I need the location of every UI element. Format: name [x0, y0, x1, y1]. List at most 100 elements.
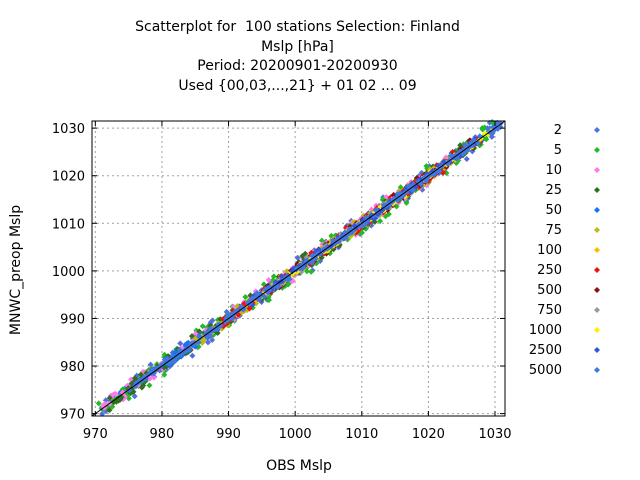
- legend-label: 2500: [529, 343, 562, 358]
- legend-label: 750: [537, 303, 562, 318]
- plot-frame: [91, 120, 506, 417]
- data-point: [161, 371, 168, 378]
- data-point: [222, 319, 229, 326]
- legend-marker: [594, 307, 600, 313]
- title-line-3: Period: 20200901-20200930: [197, 58, 398, 74]
- x-tick-label: 1030: [478, 427, 511, 442]
- data-point: [381, 202, 388, 209]
- data-point: [373, 208, 380, 215]
- legend-label: 50: [545, 203, 562, 218]
- y-tick-label: 990: [60, 312, 85, 327]
- legend-label: 250: [537, 263, 562, 278]
- data-point: [131, 393, 138, 400]
- data-point: [489, 130, 496, 137]
- data-point: [318, 237, 325, 244]
- legend-label: 5000: [529, 363, 562, 378]
- legend-marker: [594, 347, 600, 353]
- legend-marker: [594, 287, 600, 293]
- data-point: [420, 174, 427, 181]
- legend-marker: [594, 127, 600, 133]
- data-point: [314, 250, 321, 257]
- legend-label: 1000: [529, 323, 562, 338]
- x-tick-label: 1010: [345, 427, 378, 442]
- y-tick-label: 1000: [52, 265, 85, 280]
- x-axis-label: OBS Mslp: [266, 458, 332, 474]
- data-point: [189, 352, 196, 359]
- data-point: [95, 400, 102, 407]
- data-point: [173, 353, 180, 360]
- data-point: [106, 407, 113, 414]
- identity-line: [91, 120, 506, 417]
- x-tick-label: 990: [216, 427, 241, 442]
- legend-label: 500: [537, 283, 562, 298]
- data-point: [343, 234, 350, 241]
- data-point: [270, 273, 277, 280]
- data-point: [303, 268, 310, 275]
- legend-label: 5: [554, 143, 562, 158]
- data-point: [423, 163, 430, 170]
- data-point: [449, 153, 456, 160]
- data-point: [308, 268, 315, 275]
- data-point: [289, 268, 296, 275]
- data-point: [358, 229, 365, 236]
- legend-label: 75: [545, 223, 562, 238]
- title-line-1: Scatterplot for 100 stations Selection: …: [135, 19, 460, 35]
- data-point: [377, 218, 384, 225]
- data-point: [403, 199, 410, 206]
- data-point: [146, 382, 153, 389]
- legend-label: 25: [545, 183, 562, 198]
- data-point: [261, 293, 268, 300]
- data-point: [304, 257, 311, 264]
- x-tick-label: 970: [83, 427, 108, 442]
- data-point: [164, 355, 171, 362]
- data-point: [142, 375, 149, 382]
- title-line-4: Used {00,03,...,21} + 01 02 ... 09: [178, 77, 417, 94]
- data-point: [444, 160, 451, 167]
- legend-marker: [594, 147, 600, 153]
- data-point: [379, 207, 386, 214]
- data-point: [196, 328, 203, 335]
- data-point: [124, 382, 131, 389]
- data-point: [246, 305, 253, 312]
- data-point: [294, 254, 301, 261]
- data-point: [483, 136, 490, 143]
- data-point: [359, 222, 366, 229]
- data-point: [408, 186, 415, 193]
- legend-label: 2: [554, 123, 562, 138]
- data-point: [397, 194, 404, 201]
- data-point: [202, 331, 209, 338]
- data-point: [209, 327, 216, 334]
- y-tick-label: 970: [60, 408, 85, 423]
- data-point: [286, 275, 293, 282]
- data-point: [151, 374, 158, 381]
- chart-title: Scatterplot for 100 stations Selection: …: [0, 18, 595, 96]
- x-tick-label: 1000: [279, 427, 312, 442]
- title-line-2: Mslp [hPa]: [261, 38, 334, 55]
- data-point: [157, 362, 164, 369]
- legend-marker: [594, 267, 600, 273]
- x-tick-label: 1020: [412, 427, 445, 442]
- legend-label: 10: [545, 163, 562, 178]
- data-point: [293, 265, 300, 272]
- data-point: [481, 124, 488, 131]
- data-points: [91, 119, 506, 417]
- y-axis-label: MNWC_preop Mslp: [8, 205, 24, 335]
- data-point: [207, 319, 214, 326]
- data-point: [137, 371, 144, 378]
- x-tick-label: 980: [150, 427, 175, 442]
- legend-marker: [594, 207, 600, 213]
- data-point: [176, 346, 183, 353]
- data-point: [436, 168, 443, 175]
- data-point: [470, 137, 477, 144]
- data-point: [383, 194, 390, 201]
- data-point: [356, 222, 363, 229]
- data-point: [308, 257, 315, 264]
- data-point: [106, 394, 113, 401]
- data-point: [330, 237, 337, 244]
- data-point: [266, 284, 273, 291]
- data-point: [204, 339, 211, 346]
- y-tick-label: 1030: [52, 122, 85, 137]
- data-point: [242, 294, 249, 301]
